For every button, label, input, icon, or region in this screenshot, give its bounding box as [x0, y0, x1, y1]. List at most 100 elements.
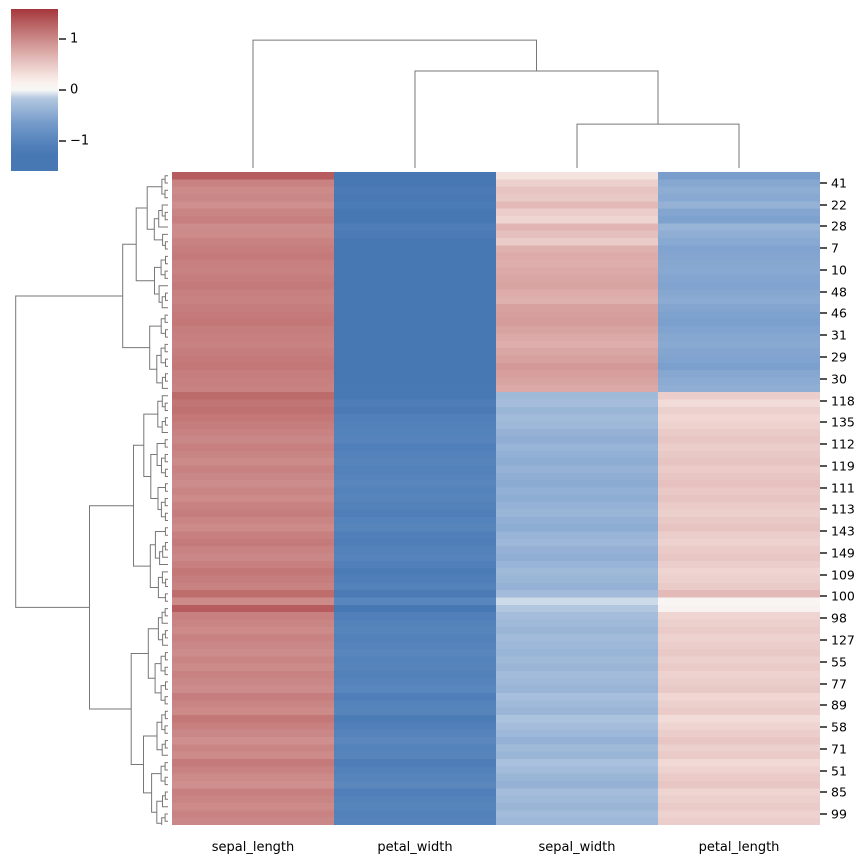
row-tick-label: 28 [831, 218, 847, 234]
heatmap-cell [334, 282, 497, 290]
heatmap-cell [496, 538, 659, 547]
row-tick-mark [820, 704, 827, 707]
heatmap-cell [658, 575, 820, 584]
heatmap-cell [172, 245, 335, 254]
heatmap-cell [172, 531, 335, 540]
dendrogram-link [154, 531, 166, 559]
heatmap-cell [334, 406, 497, 415]
heatmap-cell [496, 260, 659, 268]
heatmap-cell [334, 736, 497, 745]
heatmap-cell [334, 392, 497, 401]
heatmap-cell [172, 817, 335, 825]
heatmap-cell [172, 766, 335, 775]
row-tick-mark [820, 421, 827, 424]
row-tick-mark [820, 508, 827, 511]
row-tick-label: 41 [831, 175, 847, 191]
heatmap-cell [496, 289, 659, 298]
heatmap-cell [172, 230, 335, 239]
heatmap-cell [496, 428, 659, 437]
row-tick-mark [820, 312, 827, 315]
heatmap-cell [496, 766, 659, 775]
heatmap-cell [496, 355, 659, 364]
heatmap-cell [334, 421, 497, 430]
row-tick-label: 149 [831, 545, 855, 561]
heatmap-cell [172, 362, 335, 371]
dendrogram-link [164, 175, 168, 184]
dendrogram-link [164, 454, 168, 463]
heatmap-cell [334, 296, 497, 305]
heatmap-cell [658, 186, 820, 195]
row-tick-label: 99 [831, 806, 847, 822]
heatmap-cell [172, 355, 335, 364]
dendrogram-link [164, 666, 168, 676]
heatmap-cell [496, 802, 659, 811]
heatmap-cell [334, 377, 497, 386]
row-tick-mark [820, 247, 827, 250]
heatmap-cell [658, 751, 820, 760]
row-dendrogram [8, 172, 168, 825]
heatmap-cell [172, 494, 335, 503]
heatmap-cell [172, 238, 335, 246]
heatmap-cell [496, 817, 659, 825]
heatmap-cell [496, 641, 659, 650]
heatmap-cell [334, 318, 497, 327]
heatmap-cell [172, 758, 335, 767]
heatmap-cell [658, 685, 820, 694]
heatmap-cell [172, 648, 335, 657]
heatmap-cell [658, 597, 820, 606]
row-tick-label: 112 [831, 436, 855, 452]
heatmap-cell [496, 326, 659, 335]
heatmap-cell [172, 318, 335, 327]
heatmap-cell [658, 216, 820, 224]
heatmap-cell [172, 252, 335, 261]
heatmap-cell [658, 355, 820, 364]
heatmap-cell [496, 494, 659, 503]
dendrogram-link [165, 255, 168, 265]
heatmap-cell [496, 597, 659, 606]
heatmap-cell [658, 722, 820, 731]
heatmap-cell [334, 516, 497, 525]
row-tick-label: 135 [831, 414, 855, 430]
heatmap-cell [172, 538, 335, 547]
heatmap-cell [334, 670, 497, 679]
colorbar: 1 0 −1 [0, 0, 130, 185]
heatmap-cell [334, 362, 497, 371]
heatmap-cell [496, 311, 659, 320]
heatmap-cell [172, 634, 335, 643]
dendrogram-link [147, 628, 159, 679]
heatmap-cell [172, 744, 335, 753]
heatmap-cell [334, 810, 497, 819]
dendrogram-link [252, 39, 537, 168]
dendrogram-link [164, 241, 168, 250]
heatmap-cell [658, 502, 820, 511]
heatmap-cell [658, 656, 820, 665]
heatmap-cell [496, 414, 659, 423]
row-tick-mark [820, 813, 827, 816]
heatmap-cell [172, 311, 335, 320]
column-tick-label: sepal_length [211, 840, 295, 855]
row-tick-label: 100 [831, 588, 855, 604]
heatmap-cell [496, 421, 659, 430]
heatmap-cell [334, 414, 497, 423]
dendrogram-link [164, 542, 168, 551]
heatmap-cell [334, 700, 497, 709]
dendrogram-link [135, 207, 155, 282]
dendrogram-link [164, 439, 168, 448]
heatmap-cell [172, 487, 335, 496]
heatmap-cell [658, 509, 820, 518]
heatmap-cell [334, 238, 497, 246]
heatmap-cell [334, 788, 497, 797]
heatmap-cell [658, 428, 820, 437]
heatmap-cell [172, 406, 335, 415]
heatmap-cell [334, 663, 497, 672]
heatmap-cell [334, 509, 497, 518]
heatmap-cell [496, 553, 659, 562]
heatmap-cell [496, 604, 659, 613]
heatmap-cell [172, 179, 335, 188]
row-tick-mark [820, 769, 827, 772]
heatmap-cell [334, 333, 497, 342]
heatmap-cell [658, 223, 820, 232]
heatmap-cell [172, 692, 335, 701]
heatmap-cell [658, 487, 820, 496]
heatmap-cell [496, 700, 659, 709]
